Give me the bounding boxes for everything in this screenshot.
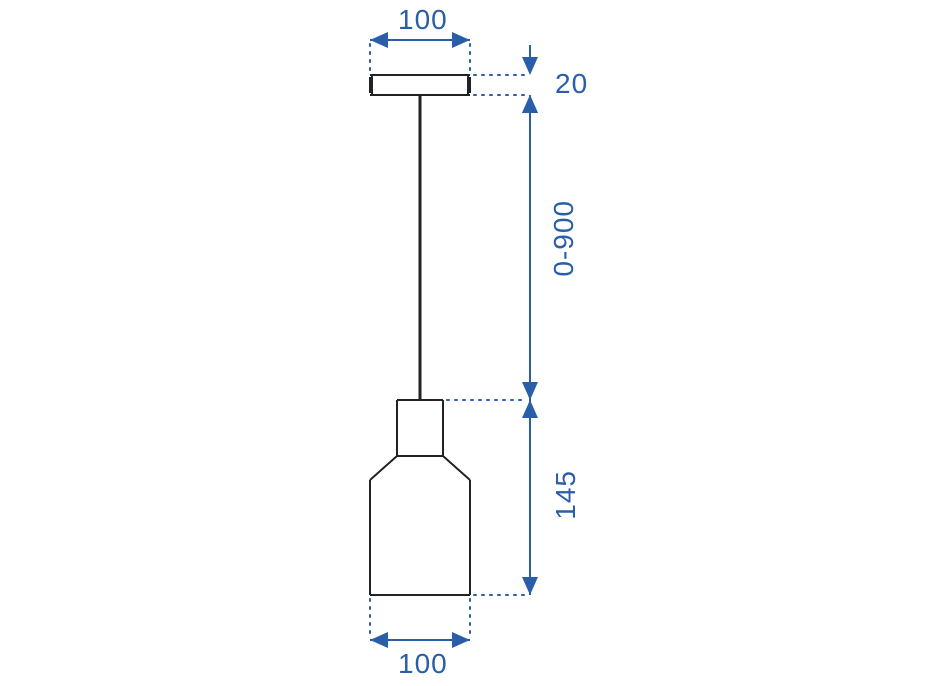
drawing-svg [0, 0, 928, 686]
dim-label-bottom-width: 100 [398, 648, 448, 680]
dim-label-cord-length: 0-900 [548, 200, 580, 277]
dim-label-top-width: 100 [398, 4, 448, 36]
dim-label-shade-height: 145 [550, 470, 582, 520]
diagram-canvas: 100 20 0-900 145 100 [0, 0, 928, 686]
dim-label-canopy-height: 20 [555, 68, 588, 100]
